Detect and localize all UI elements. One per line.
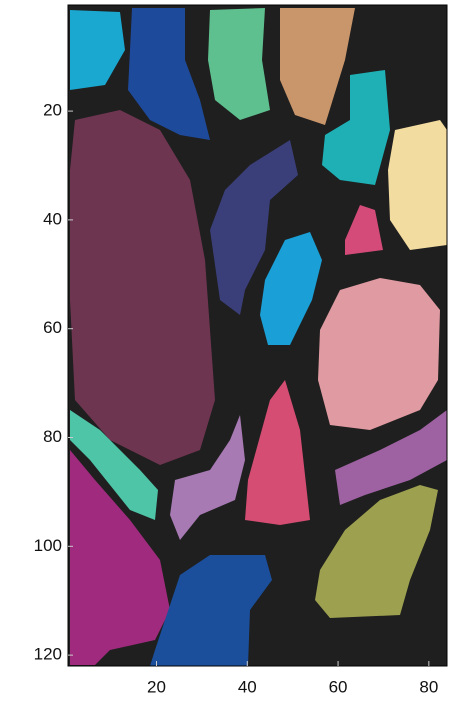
y-tick-label: 120 (34, 645, 62, 664)
x-tick-label: 80 (419, 677, 438, 696)
y-tick-label: 40 (43, 209, 62, 228)
chart: 20 40 60 80 20 40 60 80 100 120 (0, 0, 452, 704)
x-tick-label: 40 (238, 677, 257, 696)
y-tick-label: 20 (43, 101, 62, 120)
x-tick-label: 60 (329, 677, 348, 696)
y-tick-label: 100 (34, 536, 62, 555)
y-tick-label: 60 (43, 318, 62, 337)
y-tick-label: 80 (43, 427, 62, 446)
x-tick-label: 20 (147, 677, 166, 696)
